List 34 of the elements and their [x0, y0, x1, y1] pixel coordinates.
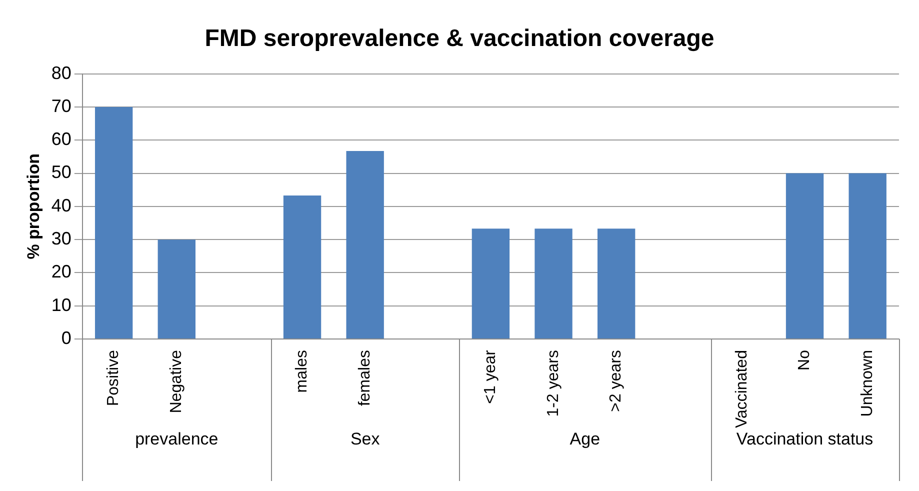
x-tick-label: females — [356, 350, 374, 406]
x-tick-label: Positive — [105, 350, 122, 406]
x-tick-label: >2 years — [608, 350, 625, 412]
text: prevalence — [135, 430, 218, 449]
bar — [346, 151, 384, 339]
bar — [158, 240, 196, 339]
x-tick-label: males — [294, 350, 311, 393]
x-tick-label: Negative — [168, 350, 186, 414]
chart-title: FMD seroprevalence & vaccination coverage — [204, 25, 714, 52]
y-tick-label: 40 — [51, 195, 72, 216]
bar — [534, 228, 572, 339]
text: Sex — [350, 430, 380, 449]
y-tick-label: 10 — [51, 294, 72, 315]
x-tick-label: Vaccinated — [733, 350, 750, 428]
text: Vaccination status — [736, 430, 874, 449]
y-tick-label: 70 — [51, 96, 72, 116]
y-tick-label: 80 — [51, 62, 72, 83]
y-tick-label: 50 — [51, 162, 72, 182]
text: Age — [570, 430, 600, 449]
bar — [472, 228, 510, 339]
bar — [786, 173, 824, 339]
x-tick-label: <1 year — [482, 349, 500, 404]
x-tick-label: 1-2 years — [544, 350, 562, 417]
bar — [848, 173, 886, 339]
y-tick-label: 0 — [61, 328, 72, 348]
bar — [597, 228, 636, 339]
x-tick-label: No — [796, 350, 814, 370]
bar — [283, 195, 322, 339]
y-tick-label: 30 — [51, 228, 72, 249]
y-tick-label: 20 — [51, 262, 72, 282]
bar — [94, 106, 133, 339]
x-tick-label: Unknown — [859, 350, 876, 417]
y-axis-title: % proportion — [24, 154, 43, 260]
y-tick-label: 60 — [51, 129, 72, 150]
